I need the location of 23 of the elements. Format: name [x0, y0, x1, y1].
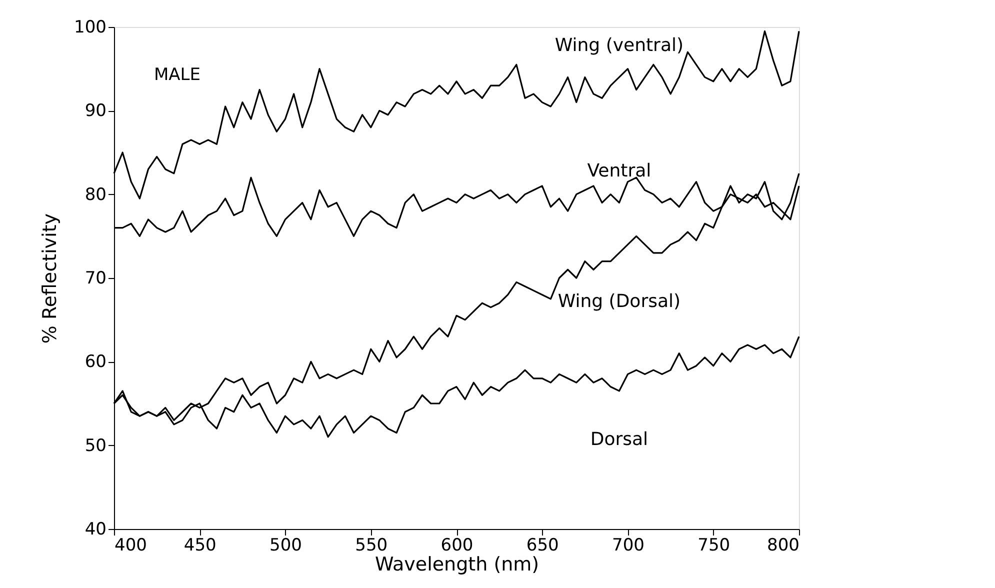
- y-tick-label: 60: [84, 352, 106, 372]
- x-tick-label: 500: [270, 536, 302, 556]
- y-tick-label: 90: [84, 101, 106, 122]
- series-label: Wing (Dorsal): [558, 290, 681, 312]
- x-tick-label: 550: [355, 536, 388, 556]
- y-tick-label: 80: [84, 184, 106, 205]
- annotation: MALE: [154, 65, 201, 85]
- x-tick-label: 750: [698, 536, 730, 556]
- series-label: Ventral: [587, 160, 652, 182]
- x-tick-label: 600: [440, 536, 474, 556]
- y-tick-label: 70: [84, 268, 106, 288]
- x-tick-label: 650: [526, 536, 559, 556]
- series-label: Wing (ventral): [554, 35, 684, 56]
- x-axis-title: Wavelength (nm): [374, 554, 540, 576]
- x-tick-label: 800: [767, 536, 800, 556]
- x-tick-label: 700: [612, 536, 644, 556]
- y-axis-title: % Reflectivity: [39, 213, 62, 344]
- y-tick-label: 40: [84, 520, 106, 540]
- y-tick-label: 50: [84, 436, 106, 456]
- text: Dorsal: [590, 428, 648, 450]
- y-tick-label: 100: [74, 18, 106, 38]
- x-tick-label: 450: [184, 536, 216, 556]
- x-tick-label: 400: [114, 536, 147, 556]
